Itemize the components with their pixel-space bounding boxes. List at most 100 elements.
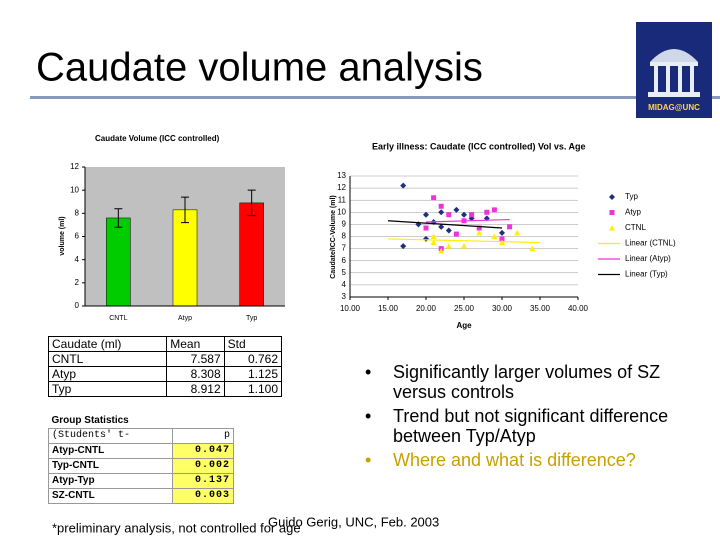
error-bar xyxy=(247,189,256,217)
stats-table: Caudate (ml) Mean Std CNTL 7.587 0.762 Atyp 8.3… xyxy=(47,336,283,397)
scatter-x-label: Age xyxy=(456,321,472,330)
table-cell: Typ-CNTL xyxy=(48,458,173,474)
point xyxy=(499,236,505,242)
point xyxy=(476,229,483,236)
axes xyxy=(84,167,285,307)
slide-title: Caudate volume analysis xyxy=(36,46,483,90)
legend-swatch xyxy=(609,225,615,231)
x-tick-label: CNTL xyxy=(109,315,127,322)
table-cell: 0.003 xyxy=(171,488,235,504)
point xyxy=(430,239,437,246)
x-tick-label: Typ xyxy=(246,315,257,322)
x-tick-label: 30.00 xyxy=(492,304,513,313)
point xyxy=(529,245,536,252)
bar-chart: Caudate Volume (ICC controlled) volume (… xyxy=(59,134,285,322)
x-tick-label: Atyp xyxy=(178,315,192,322)
error-bar xyxy=(114,208,123,228)
point xyxy=(400,182,407,189)
trend-line xyxy=(425,218,510,223)
legend-swatch xyxy=(609,210,615,215)
scatter-chart: Early illness: Caudate (ICC controlled) … xyxy=(330,141,676,330)
x-tick-label: 40.00 xyxy=(568,304,589,313)
point xyxy=(438,248,445,254)
table-row: CNTL 7.587 0.762 xyxy=(47,351,283,367)
point xyxy=(446,212,452,218)
error-bar xyxy=(181,196,189,224)
y-tick-label: 9 xyxy=(342,220,347,229)
x-tick-label: 10.00 xyxy=(340,304,361,313)
table-cell: Atyp xyxy=(47,366,168,382)
point xyxy=(461,243,467,249)
trend-line xyxy=(387,220,503,229)
legend-label: CTNL xyxy=(625,223,646,232)
table-cell: Mean xyxy=(166,336,225,352)
table-cell: Typ xyxy=(47,381,168,397)
point xyxy=(431,195,437,201)
y-tick-label: 2 xyxy=(75,278,80,287)
point xyxy=(438,203,444,209)
table-row: Typ 8.912 1.100 xyxy=(47,381,283,397)
y-tick-label: 8 xyxy=(342,232,347,241)
table-cell: Group Statistics xyxy=(51,415,129,426)
bar xyxy=(106,217,131,307)
table-cell: 0.762 xyxy=(223,351,283,367)
point xyxy=(438,209,445,216)
table-cell: 7.587 xyxy=(166,351,225,367)
table-cell: 8.912 xyxy=(166,381,225,397)
legend-label: Linear (Atyp) xyxy=(625,254,671,263)
table-cell: Caudate (ml) xyxy=(47,336,168,352)
legend-label: Typ xyxy=(625,192,638,201)
y-tick-label: 7 xyxy=(342,244,347,253)
y-tick-label: 12 xyxy=(337,183,346,192)
y-tick-label: 13 xyxy=(337,171,346,180)
scatter-y-label: Caudate/ICC-Volume (ml) xyxy=(330,195,337,279)
bar-y-label: volume (ml) xyxy=(59,216,66,255)
y-tick-label: 6 xyxy=(75,232,80,241)
point xyxy=(445,227,452,234)
x-tick-label: 15.00 xyxy=(378,304,399,313)
bullet-list: Significantly larger volumes of SZ versu… xyxy=(365,362,685,474)
y-tick-label: 12 xyxy=(70,162,79,171)
credit: Guido Gerig, UNC, Feb. 2003 xyxy=(268,514,439,529)
point xyxy=(491,233,498,239)
legend-label: Atyp xyxy=(625,208,642,217)
table-cell: SZ-CNTL xyxy=(48,488,173,504)
table-cell: 0.047 xyxy=(171,443,235,459)
legend-swatch xyxy=(609,194,615,200)
table-row: Typ-CNTL 0.002 xyxy=(48,458,235,474)
table-row: (Students' t-p xyxy=(48,428,235,444)
table-cell: (Students' t- xyxy=(48,428,173,444)
table-cell: Std xyxy=(223,336,283,352)
point xyxy=(423,211,429,218)
point xyxy=(507,224,513,230)
point xyxy=(461,211,467,218)
bullet: Significantly larger volumes of SZ versu… xyxy=(365,362,685,402)
table-cell: CNTL xyxy=(47,351,168,367)
bar-title: Caudate Volume (ICC controlled) xyxy=(95,134,220,143)
bar xyxy=(172,209,198,307)
point xyxy=(476,225,482,231)
point xyxy=(453,231,459,237)
table-cell: 1.125 xyxy=(223,366,283,382)
table-row: Group Statistics xyxy=(49,414,234,429)
y-tick-label: 3 xyxy=(342,292,347,301)
point xyxy=(445,243,452,249)
x-tick-label: 25.00 xyxy=(454,304,475,313)
table-cell: 1.100 xyxy=(223,381,283,397)
table-row: SZ-CNTL 0.003 xyxy=(48,488,235,504)
table-row: Atyp-Typ 0.137 xyxy=(48,473,235,489)
point xyxy=(514,229,521,236)
point xyxy=(469,212,475,218)
x-tick-label: 20.00 xyxy=(416,304,437,313)
bullet: Trend but not significant difference bet… xyxy=(365,406,685,446)
legend-label: Linear (Typ) xyxy=(625,270,668,279)
point xyxy=(453,206,460,213)
legend-label: Linear (CTNL) xyxy=(625,239,676,248)
point xyxy=(499,239,505,246)
trend-line xyxy=(387,238,541,244)
axes xyxy=(349,176,578,298)
title-rule xyxy=(30,96,720,99)
group-table: Group Statistics (Students' t-p Atyp-CNTL 0… xyxy=(48,414,235,504)
